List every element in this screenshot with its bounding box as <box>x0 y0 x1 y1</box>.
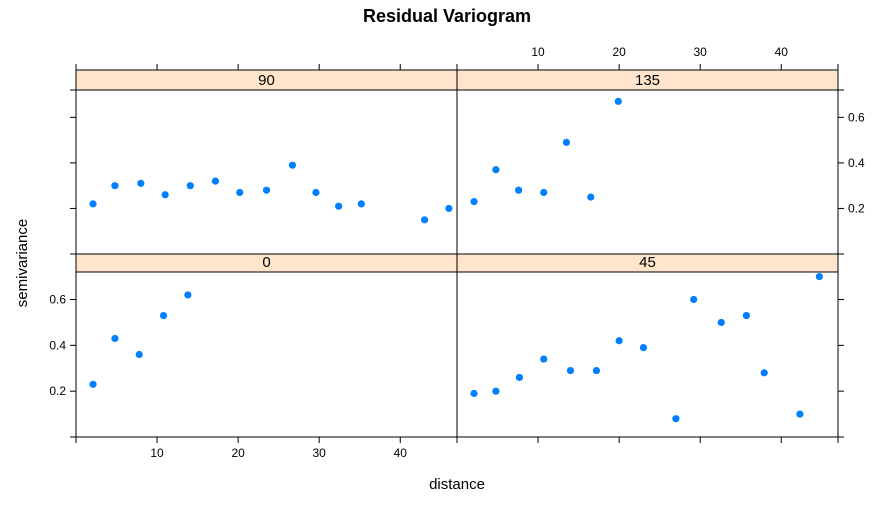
panel-strip-label: 90 <box>258 72 275 89</box>
x-tick-label-top: 10 <box>531 45 545 59</box>
data-point <box>690 295 698 304</box>
data-point <box>742 311 750 320</box>
data-point <box>566 366 575 375</box>
chart-title: Residual Variogram <box>363 6 531 26</box>
y-tick-label-left: 0.2 <box>49 384 66 398</box>
panel-group: 90 135 0 45 10 10 20 20 30 30 40 40 0.2 0.2 0.4 0.4 0.6 0… <box>49 45 865 460</box>
data-point <box>639 344 648 352</box>
data-point <box>587 193 595 201</box>
data-point <box>420 216 429 224</box>
data-point <box>236 188 244 197</box>
x-axis-label: distance <box>429 476 485 493</box>
panel-strip-label: 135 <box>635 72 660 89</box>
y-tick-label-right: 0.4 <box>848 156 865 170</box>
data-point <box>492 166 500 174</box>
x-tick-label-bottom: 20 <box>231 446 245 460</box>
data-point <box>89 200 97 208</box>
data-point <box>159 311 168 320</box>
x-tick-label-top: 30 <box>694 45 708 59</box>
data-point <box>111 334 119 343</box>
data-point <box>184 291 192 299</box>
data-point <box>111 182 119 190</box>
data-point <box>137 179 145 187</box>
data-point <box>760 369 768 377</box>
data-point <box>161 191 169 199</box>
data-point <box>614 97 622 105</box>
y-tick-label-right: 0.6 <box>848 110 865 124</box>
y-axis-label: semivariance <box>14 219 31 307</box>
data-point <box>515 373 524 382</box>
data-point <box>492 387 500 395</box>
panel-frame <box>456 89 839 255</box>
data-point <box>470 389 478 398</box>
data-point <box>672 415 680 423</box>
data-point <box>796 410 804 418</box>
data-point <box>515 186 523 194</box>
data-point <box>815 272 823 281</box>
y-tick-label-left: 0.4 <box>49 338 66 352</box>
data-point <box>717 318 725 327</box>
panel-frame <box>75 271 458 438</box>
data-point <box>211 177 220 185</box>
data-point <box>186 182 194 190</box>
data-point <box>445 204 453 213</box>
data-point <box>592 366 601 375</box>
data-point <box>540 188 548 197</box>
data-point <box>615 337 623 345</box>
x-tick-label-top: 20 <box>612 45 626 59</box>
data-point <box>135 350 143 359</box>
data-point <box>288 161 297 169</box>
data-point <box>562 138 571 146</box>
y-tick-label-left: 0.6 <box>49 293 66 307</box>
data-point <box>470 198 478 206</box>
x-tick-label-bottom: 30 <box>313 446 327 460</box>
panel-strip-label: 45 <box>639 254 656 271</box>
data-point <box>357 200 365 208</box>
data-point <box>312 188 320 197</box>
x-tick-label-bottom: 10 <box>150 446 164 460</box>
panel-strip-label: 0 <box>262 254 270 271</box>
data-point <box>335 202 343 210</box>
data-point <box>89 380 97 388</box>
panel-frame <box>75 89 458 255</box>
panel-frame <box>456 271 839 438</box>
data-point <box>540 355 548 363</box>
y-tick-label-right: 0.2 <box>848 201 865 215</box>
x-tick-label-top: 40 <box>775 45 789 59</box>
data-point <box>262 186 271 194</box>
x-tick-label-bottom: 40 <box>394 446 408 460</box>
